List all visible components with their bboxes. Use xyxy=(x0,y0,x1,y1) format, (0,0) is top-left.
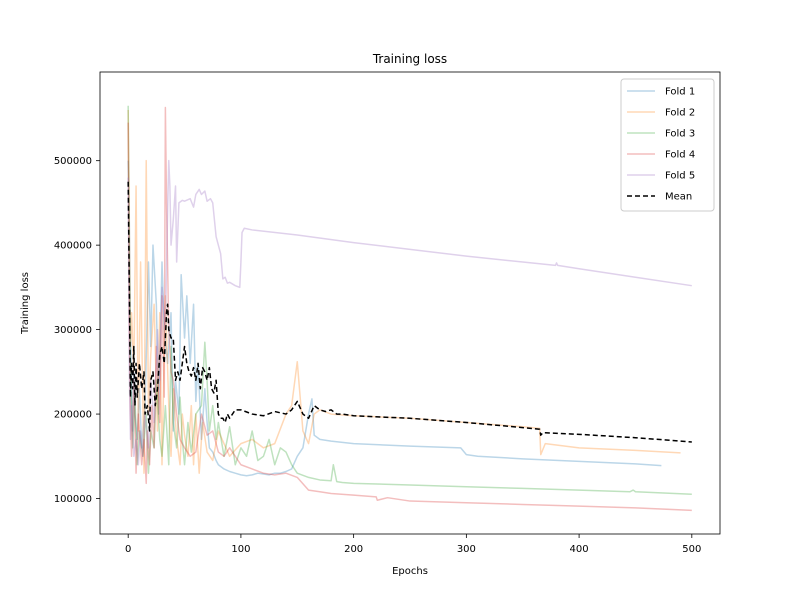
x-tick-label: 100 xyxy=(231,544,250,555)
plot-frame xyxy=(99,71,721,535)
series-line-fold-2 xyxy=(127,110,681,474)
legend-label: Fold 4 xyxy=(665,150,695,161)
x-tick-label: 300 xyxy=(457,544,476,555)
legend-label: Fold 1 xyxy=(665,87,695,98)
series-line-fold-5 xyxy=(127,159,692,466)
chart-title: Training loss xyxy=(372,52,447,66)
x-tick-label: 200 xyxy=(344,544,363,555)
legend-label: Mean xyxy=(665,192,692,203)
legend: Fold 1 Fold 2 Fold 3 Fold 4 Fold 5 Mean xyxy=(620,78,715,212)
x-tick-label: 500 xyxy=(682,544,701,555)
x-tick-label: 400 xyxy=(570,544,589,555)
legend-label: Fold 5 xyxy=(665,171,695,182)
y-tick-label: 300000 xyxy=(54,325,92,336)
series-line-fold-1 xyxy=(127,160,662,477)
x-axis: 0 100 200 300 400 500 xyxy=(125,534,701,555)
series-line-fold-4 xyxy=(127,106,692,512)
y-tick-label: 500000 xyxy=(54,156,92,167)
x-axis-label: Epochs xyxy=(392,566,428,577)
y-axis-label: Training loss xyxy=(20,272,31,335)
y-tick-label: 100000 xyxy=(54,494,92,505)
series-line-fold-3 xyxy=(127,105,692,496)
legend-label: Fold 2 xyxy=(665,108,695,119)
y-axis: 100000 200000 300000 400000 500000 xyxy=(54,156,100,505)
legend-label: Fold 3 xyxy=(665,129,695,140)
series-line-mean xyxy=(127,181,692,443)
series-layer xyxy=(127,105,692,512)
y-tick-label: 400000 xyxy=(54,241,92,252)
legend-box xyxy=(620,78,715,212)
y-tick-label: 200000 xyxy=(54,410,92,421)
x-tick-label: 0 xyxy=(125,544,131,555)
